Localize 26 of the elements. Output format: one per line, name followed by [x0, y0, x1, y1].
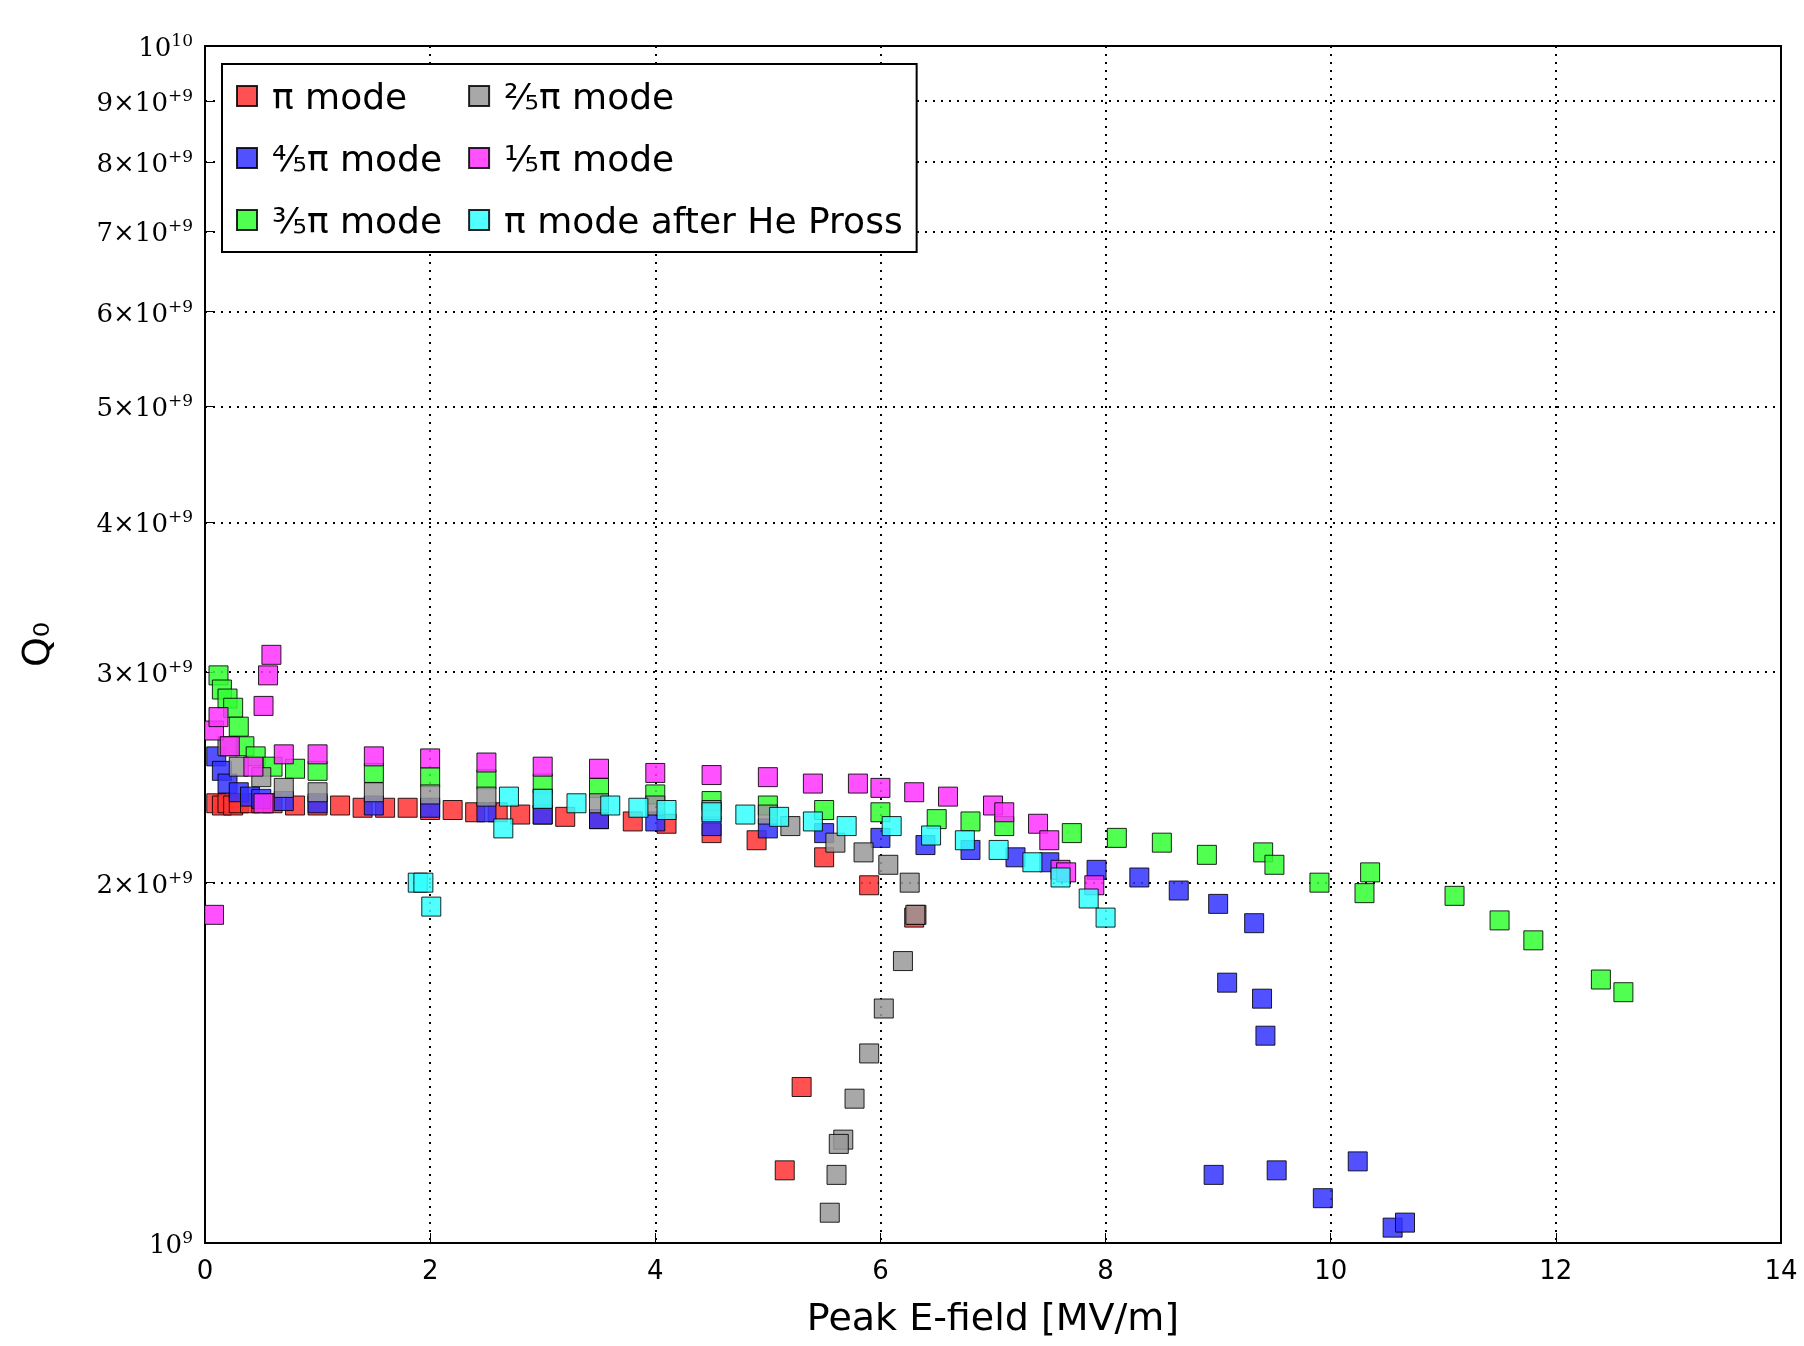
y-tick-label: 10$^{10}$: [138, 30, 193, 62]
x-tick-label: 8: [1097, 1255, 1114, 1285]
legend-label: ⅘π mode: [272, 137, 443, 179]
y-axis-title: Q₀: [14, 621, 58, 668]
y-tick-label: 7×10$^{+9}$: [96, 215, 193, 248]
y-tick-label: 2×10$^{+9}$: [96, 866, 193, 899]
y-tick-label: 9×10$^{+9}$: [96, 84, 193, 117]
x-tick-label: 6: [872, 1255, 889, 1285]
y-tick-label: 4×10$^{+9}$: [96, 506, 193, 539]
legend-label: ⅗π mode: [272, 199, 443, 241]
legend-label: π mode after He Pross: [504, 199, 903, 241]
y-tick-label: 5×10$^{+9}$: [96, 390, 193, 423]
y-tick-label: 10$^{9}$: [149, 1227, 193, 1259]
y-tick-label: 6×10$^{+9}$: [96, 295, 193, 328]
legend-label: π mode: [272, 75, 408, 117]
x-tick-label: 10: [1314, 1255, 1348, 1285]
x-tick-label: 12: [1539, 1255, 1573, 1285]
y-tick-label: 8×10$^{+9}$: [96, 146, 193, 178]
x-tick-label: 2: [421, 1255, 439, 1285]
legend-label: ⅕π mode: [504, 137, 675, 179]
x-tick-label: 4: [647, 1255, 664, 1285]
legend-label: ⅖π mode: [504, 75, 675, 117]
x-axis-title: Peak E-field [MV/m]: [806, 1295, 1180, 1339]
y-tick-label: 3×10$^{+9}$: [96, 656, 193, 688]
x-tick-label: 14: [1764, 1255, 1798, 1285]
x-tick-label: 0: [196, 1255, 214, 1285]
